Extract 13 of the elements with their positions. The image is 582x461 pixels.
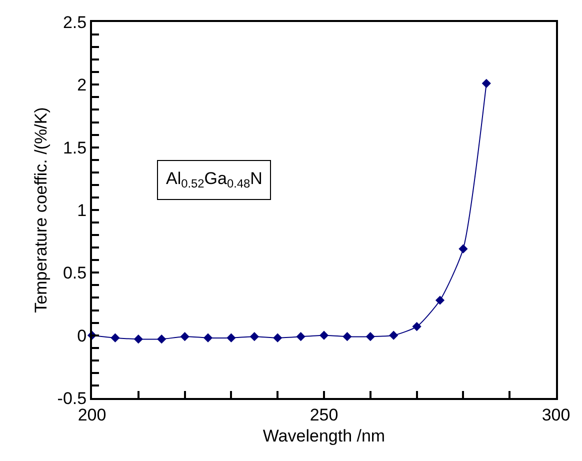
- y-tick-label: 2.5: [62, 12, 87, 32]
- x-axis-title: Wavelength /nm: [262, 426, 386, 446]
- y-tick-label: 0.5: [62, 264, 87, 283]
- x-tick-label: 300: [542, 405, 570, 424]
- y-tick-label: 1: [77, 200, 87, 220]
- x-tick-label: 250: [310, 405, 338, 424]
- y-axis-title: Temperature coeffic. /(%/K): [31, 107, 50, 313]
- y-tick-label: 2: [77, 76, 87, 95]
- x-tick-label: 200: [78, 405, 106, 424]
- y-tick-label: 1.5: [62, 138, 87, 158]
- y-tick-label: -0.5: [57, 388, 87, 408]
- y-tick-label: 0: [77, 326, 87, 346]
- annotation: Al$_{0.52}$Ga$_{0.48}$N: [166, 169, 262, 191]
